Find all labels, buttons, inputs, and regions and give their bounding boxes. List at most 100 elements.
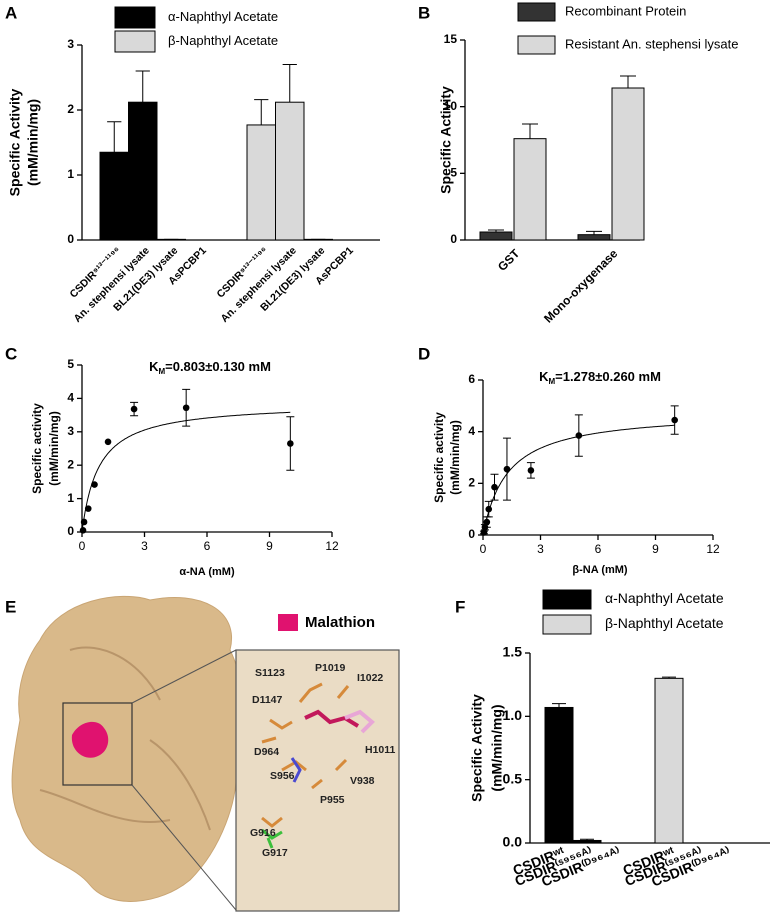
legend-swatch xyxy=(542,614,592,635)
bar xyxy=(611,87,645,241)
zoom-line xyxy=(131,649,237,704)
error-bar xyxy=(586,230,602,235)
y-tick-label: 4 xyxy=(468,424,475,438)
y-tick-label: 5 xyxy=(450,166,457,180)
data-point xyxy=(91,481,98,488)
y-tick-label: 0 xyxy=(67,524,74,538)
residue-label: S956 xyxy=(270,770,295,782)
y-axis-label: (mM/min/mg) xyxy=(448,420,462,495)
residue-label: P1019 xyxy=(315,662,346,674)
x-tick-label: 9 xyxy=(652,542,659,556)
x-tick-label: 0 xyxy=(480,542,487,556)
data-point xyxy=(182,404,190,412)
panel-letter: A xyxy=(5,3,17,22)
y-axis-label: (mM/min/mg) xyxy=(25,99,41,186)
y-axis-label: Specific Activity xyxy=(7,88,23,196)
residue-label: S1123 xyxy=(255,667,285,679)
error-bar xyxy=(135,70,150,103)
error-bar xyxy=(522,123,538,139)
x-axis-label: β-NA (mM) xyxy=(572,564,628,576)
error-bar xyxy=(107,121,122,153)
legend-swatch xyxy=(114,6,156,29)
bar xyxy=(654,677,684,844)
data-point xyxy=(575,432,583,439)
x-tick-label: 6 xyxy=(204,539,211,553)
residue-label: V938 xyxy=(350,775,375,787)
legend-label: Resistant An. stephensi lysate xyxy=(565,36,738,51)
x-tick-label: 3 xyxy=(141,539,148,553)
g916-stick xyxy=(261,828,283,849)
data-point xyxy=(287,440,294,447)
h1011-stick xyxy=(344,709,375,734)
x-tick-label: 6 xyxy=(595,542,602,556)
y-tick-label: 0 xyxy=(468,527,475,541)
x-tick-label: 12 xyxy=(706,542,720,556)
zoom-source xyxy=(62,702,133,786)
data-point xyxy=(527,467,535,474)
legend-label: α-Naphthyl Acetate xyxy=(605,590,724,606)
error-bar xyxy=(488,229,504,232)
error-bar xyxy=(620,75,636,88)
data-point xyxy=(130,405,138,413)
bar xyxy=(99,151,129,241)
ligand-blob xyxy=(71,721,109,758)
annotation: KM=1.278±0.260 mM xyxy=(539,369,661,386)
panel-letter: F xyxy=(455,597,465,616)
data-point xyxy=(80,518,88,526)
error-bar xyxy=(662,676,676,679)
surface-shading xyxy=(39,646,211,831)
y-tick-label: 2 xyxy=(468,476,475,490)
zoom-box xyxy=(235,649,400,912)
protein-surface xyxy=(11,595,242,902)
protein-structure: Malathion E xyxy=(5,595,400,912)
legend-label: Malathion xyxy=(305,614,375,631)
error-bar xyxy=(254,99,269,125)
y-tick-label: 6 xyxy=(468,372,475,386)
y-axis-label: Specific activity xyxy=(30,403,44,494)
y-tick-label: 0.0 xyxy=(503,834,523,850)
x-tick-label: 9 xyxy=(266,539,273,553)
y-tick-label: 0 xyxy=(450,232,457,246)
y-tick-label: 0.5 xyxy=(503,770,523,786)
data-point xyxy=(485,505,493,513)
y-axis-label: (mM/min/mg) xyxy=(489,704,505,791)
residue-label: G917 xyxy=(262,847,288,859)
x-axis-label: α-NA (mM) xyxy=(179,566,235,578)
x-tick-label: 12 xyxy=(325,539,339,553)
bar xyxy=(246,124,276,241)
y-tick-label: 10 xyxy=(444,99,458,113)
legend-swatch xyxy=(517,35,556,55)
annotation-text: =0.803±0.130 mM xyxy=(165,359,271,374)
annotation-sub: M xyxy=(548,377,555,386)
data-point xyxy=(671,416,678,424)
data-point xyxy=(104,438,112,446)
y-tick-label: 0 xyxy=(67,232,74,246)
fit-curve xyxy=(81,411,291,533)
error-bar xyxy=(552,703,566,708)
y-tick-label: 1 xyxy=(67,491,74,505)
data-point xyxy=(84,505,92,512)
annotation-k: K xyxy=(149,359,159,374)
y-tick-label: 2 xyxy=(67,102,74,116)
legend-label: β-Naphthyl Acetate xyxy=(605,615,724,631)
legend-swatch xyxy=(542,589,592,610)
error-bar xyxy=(282,64,297,103)
x-tick-label: 0 xyxy=(79,539,86,553)
panel-letter: E xyxy=(5,597,16,616)
y-axis-label: (mM/min/mg) xyxy=(47,411,61,486)
data-point xyxy=(483,518,491,526)
y-tick-label: 1 xyxy=(67,167,74,181)
residue-label: D1147 xyxy=(252,694,283,706)
bar xyxy=(572,839,602,844)
residue-label: P955 xyxy=(320,794,345,806)
legend-label: Recombinant Protein xyxy=(565,3,686,18)
x-tick-label: Mono-oxygenase xyxy=(541,246,620,325)
y-axis-label: Specific Activity xyxy=(469,694,485,802)
data-point xyxy=(503,465,511,473)
bar xyxy=(577,234,611,241)
s956-stick xyxy=(290,757,302,783)
y-axis-label: Specific activity xyxy=(432,412,446,503)
y-tick-label: 1.5 xyxy=(503,644,523,660)
residue-label: H1011 xyxy=(365,744,396,756)
